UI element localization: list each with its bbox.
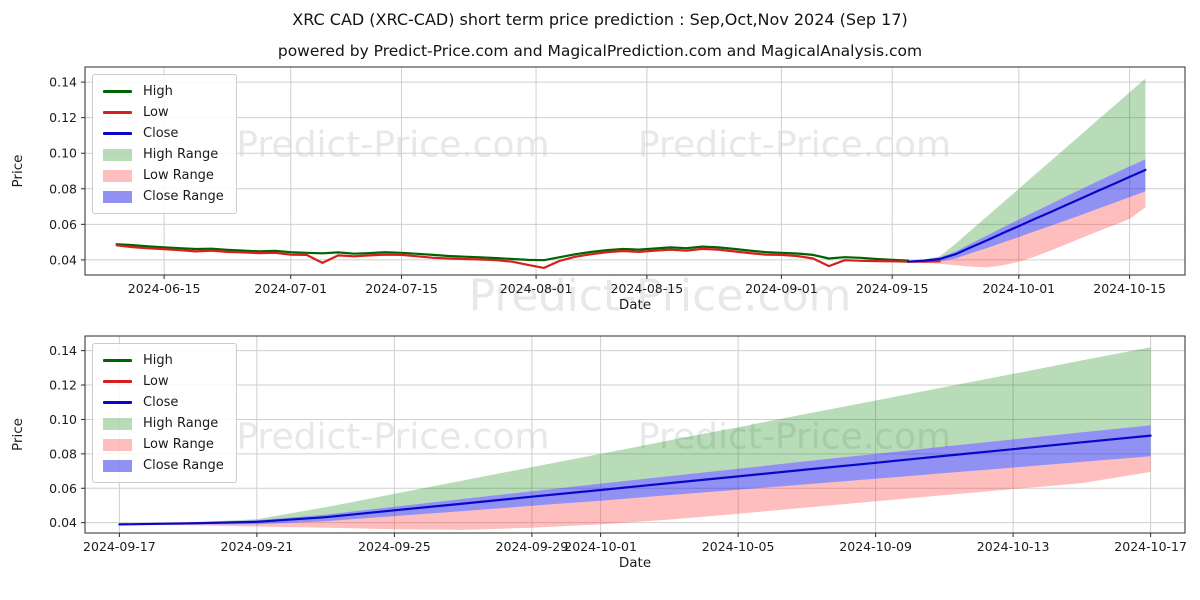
legend-label: High: [143, 84, 173, 99]
high-line: [115, 243, 910, 262]
y-tick-label: 0.04: [49, 252, 77, 267]
legend-label: Low Range: [143, 437, 214, 452]
y-tick-label: 0.10: [49, 146, 77, 161]
x-tick-label: 2024-09-25: [358, 539, 431, 554]
legend-item-low-range: Low Range: [103, 165, 224, 186]
legend-label: Low: [143, 105, 169, 120]
x-axis-label: Date: [619, 297, 651, 313]
legend-item-close: Close: [103, 123, 224, 144]
low-range-band: [119, 456, 1151, 530]
x-tick-label: 2024-06-15: [128, 281, 201, 296]
bottom-chart: Predict-Price.com Predict-Price.com 2024-0…: [10, 335, 1187, 571]
legend-line-swatch: [103, 111, 132, 114]
legend-patch-swatch: [103, 148, 132, 161]
figure-title: XRC CAD (XRC-CAD) short term price predi…: [292, 10, 908, 29]
close-line: [118, 434, 1152, 526]
close-line: [906, 168, 1147, 263]
x-tick-label: 2024-08-15: [611, 281, 684, 296]
legend-label: High Range: [143, 416, 219, 431]
y-tick-label: 0.14: [49, 75, 77, 90]
legend-label: Close Range: [143, 458, 224, 473]
x-tick-label: 2024-07-01: [254, 281, 327, 296]
legend-bottom-chart: High Low Close High Range Low Range Close Ran…: [92, 343, 237, 483]
legend-item-low: Low: [103, 102, 224, 123]
x-tick-label: 2024-10-17: [1114, 539, 1187, 554]
legend-line-swatch: [103, 90, 132, 93]
legend-label: Close: [143, 126, 179, 141]
x-tick-label: 2024-09-17: [83, 539, 156, 554]
x-tick-label: 2024-10-01: [982, 281, 1055, 296]
plot-border: [84, 335, 1186, 534]
x-tick-label: 2024-09-15: [856, 281, 929, 296]
x-tick-label: 2024-09-29: [496, 539, 569, 554]
legend-top-chart: High Low Close High Range Low Range Close Ran…: [92, 74, 237, 214]
legend-patch-swatch: [103, 190, 132, 203]
watermark-text: Predict-Price.com: [468, 270, 852, 322]
y-tick-label: 0.10: [49, 412, 77, 427]
plot-border: [84, 66, 1186, 276]
legend-label: High: [143, 353, 173, 368]
legend-item-high: High: [103, 81, 224, 102]
top-chart: Predict-Price.com Predict-Price.com 2024-0…: [10, 66, 1186, 313]
watermark-text: Predict-Price.com: [236, 416, 549, 457]
legend-patch-swatch: [103, 459, 132, 472]
figure-subtitle: powered by Predict-Price.com and Magical…: [277, 42, 923, 60]
x-tick-label: 2024-10-13: [977, 539, 1050, 554]
legend-label: Close: [143, 395, 179, 410]
x-tick-label: 2024-09-01: [745, 281, 818, 296]
x-axis-label: Date: [619, 555, 651, 571]
legend-item-low: Low: [103, 371, 224, 392]
x-tick-label: 2024-10-09: [839, 539, 912, 554]
legend-label: Low: [143, 374, 169, 389]
legend-item-high: High: [103, 350, 224, 371]
watermark-text: Predict-Price.com: [638, 416, 951, 457]
x-tick-label: 2024-08-01: [500, 281, 573, 296]
legend-item-high-range: High Range: [103, 413, 224, 434]
low-line: [115, 244, 941, 269]
legend-label: Low Range: [143, 168, 214, 183]
watermark-text: Predict-Price.com: [638, 124, 951, 165]
y-tick-label: 0.08: [49, 181, 77, 196]
legend-line-swatch: [103, 401, 132, 404]
low-range-band: [908, 191, 1146, 268]
legend-item-low-range: Low Range: [103, 434, 224, 455]
high-range-band: [119, 347, 1151, 525]
x-tick-label: 2024-10-05: [702, 539, 775, 554]
y-tick-label: 0.06: [49, 481, 77, 496]
x-tick-label: 2024-09-21: [221, 539, 294, 554]
watermark-text: Predict-Price.com: [236, 124, 549, 165]
y-tick-label: 0.12: [49, 378, 77, 393]
legend-label: High Range: [143, 147, 219, 162]
legend-label: Close Range: [143, 189, 224, 204]
y-tick-label: 0.08: [49, 446, 77, 461]
x-tick-label: 2024-10-15: [1093, 281, 1166, 296]
legend-patch-swatch: [103, 438, 132, 451]
legend-patch-swatch: [103, 169, 132, 182]
y-tick-label: 0.06: [49, 217, 77, 232]
y-axis-label: Price: [10, 155, 26, 188]
legend-item-high-range: High Range: [103, 144, 224, 165]
y-tick-label: 0.04: [49, 515, 77, 530]
high-range-band: [908, 78, 1146, 262]
y-axis-label: Price: [10, 418, 26, 451]
legend-item-close-range: Close Range: [103, 186, 224, 207]
legend-item-close: Close: [103, 392, 224, 413]
y-tick-label: 0.12: [49, 110, 77, 125]
legend-line-swatch: [103, 359, 132, 362]
legend-item-close-range: Close Range: [103, 455, 224, 476]
legend-line-swatch: [103, 132, 132, 135]
legend-line-swatch: [103, 380, 132, 383]
y-tick-label: 0.14: [49, 343, 77, 358]
x-tick-label: 2024-10-01: [564, 539, 637, 554]
x-tick-label: 2024-07-15: [365, 281, 438, 296]
legend-patch-swatch: [103, 417, 132, 430]
